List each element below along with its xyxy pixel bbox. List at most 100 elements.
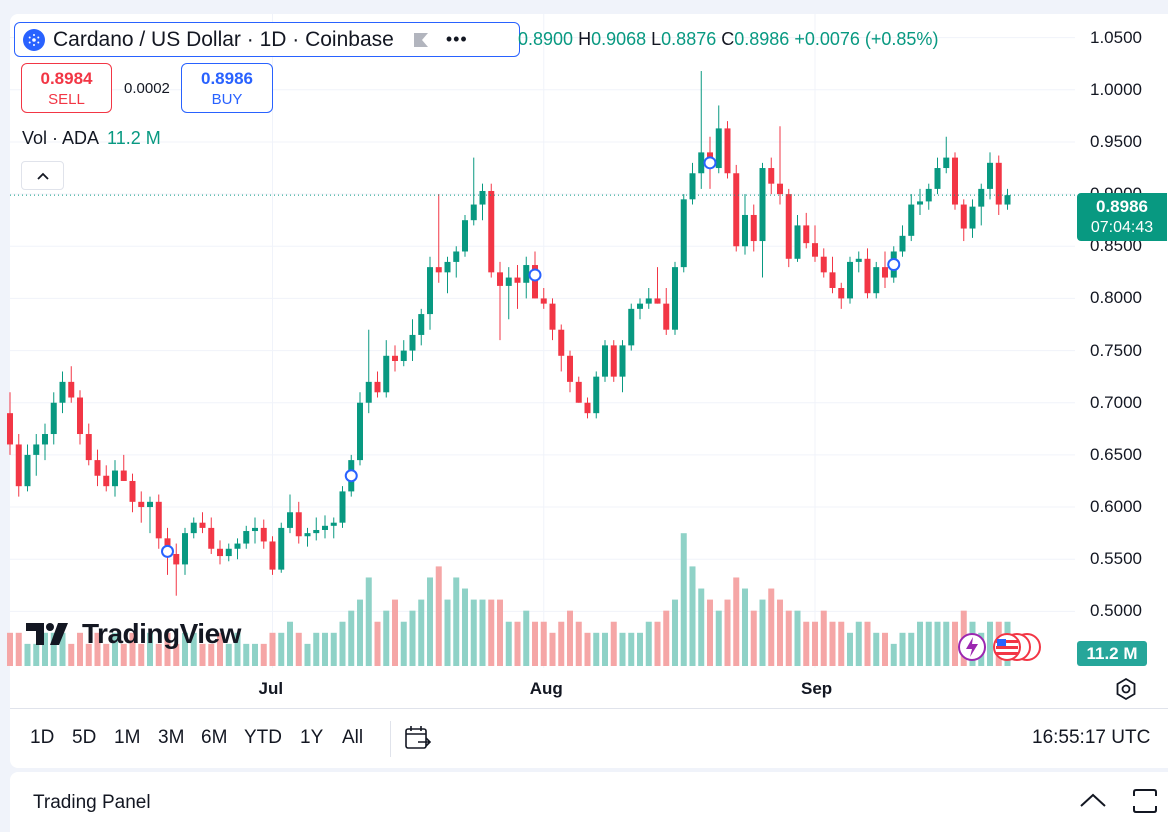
range-3m-button[interactable]: 3M bbox=[158, 727, 185, 748]
volume-bar bbox=[602, 632, 608, 666]
volume-bar bbox=[260, 643, 267, 666]
volume-bar bbox=[785, 610, 792, 666]
volume-bar bbox=[383, 610, 390, 666]
candle-body bbox=[812, 243, 818, 257]
volume-bar bbox=[558, 621, 565, 666]
ohlc-values: 0.8900 H0.9068 L0.8876 C0.8986 +0.0076 (… bbox=[518, 29, 938, 50]
candle-body bbox=[978, 188, 985, 207]
range-ytd-button[interactable]: YTD bbox=[244, 727, 282, 748]
volume-bar bbox=[295, 632, 302, 666]
price-tick-label: 0.6500 bbox=[1090, 444, 1142, 464]
candle-body bbox=[995, 162, 1002, 205]
more-options-icon[interactable]: ••• bbox=[445, 29, 468, 49]
price-tick-label: 0.7000 bbox=[1090, 392, 1142, 412]
candle-body bbox=[987, 162, 993, 189]
range-5d-button[interactable]: 5D bbox=[72, 727, 97, 748]
volume-bar bbox=[50, 632, 57, 666]
candle-body bbox=[602, 345, 608, 377]
price-tick-label: 0.8000 bbox=[1090, 288, 1142, 308]
trading-panel-title: Trading Panel bbox=[33, 792, 151, 813]
candle-body bbox=[33, 444, 40, 455]
us-flag-event-icon[interactable] bbox=[993, 633, 1041, 661]
volume-value: 11.2 M bbox=[107, 128, 161, 148]
price-chart[interactable] bbox=[0, 0, 1168, 708]
volume-bar bbox=[812, 621, 818, 666]
economic-events[interactable] bbox=[955, 630, 1055, 664]
candle-body bbox=[278, 527, 285, 570]
volume-bar bbox=[567, 610, 573, 666]
time-tick-label: Sep bbox=[801, 679, 833, 698]
candle-body bbox=[680, 199, 687, 268]
low-key: L bbox=[651, 29, 662, 49]
candle-body bbox=[925, 188, 932, 202]
volume-bar bbox=[663, 610, 670, 666]
event-marker[interactable] bbox=[703, 156, 717, 170]
event-marker[interactable] bbox=[344, 469, 358, 483]
trading-panel[interactable]: Trading Panel bbox=[10, 772, 1168, 832]
volume-bar bbox=[24, 643, 31, 666]
candle-body bbox=[444, 261, 451, 273]
volume-bar bbox=[427, 577, 433, 666]
volume-bar bbox=[348, 610, 355, 666]
range-1d-button[interactable]: 1D bbox=[30, 727, 55, 748]
event-marker[interactable] bbox=[161, 544, 174, 558]
candle-body bbox=[847, 261, 853, 299]
symbol-title[interactable]: Cardano / US Dollar · 1D · Coinbase bbox=[53, 27, 394, 51]
collapse-legend-button[interactable] bbox=[21, 161, 64, 190]
volume-bar bbox=[339, 621, 346, 666]
candle-body bbox=[400, 350, 407, 362]
volume-bar bbox=[838, 621, 845, 666]
utc-clock[interactable]: 16:55:17 UTC bbox=[1032, 727, 1151, 748]
event-marker[interactable] bbox=[887, 258, 901, 272]
candle-body bbox=[663, 303, 670, 330]
sell-button[interactable]: 0.8984 SELL bbox=[21, 63, 112, 113]
high-key: H bbox=[578, 29, 592, 49]
candle-body bbox=[260, 527, 267, 542]
event-marker[interactable] bbox=[528, 268, 542, 282]
volume-bar bbox=[505, 621, 512, 666]
candle-body bbox=[514, 277, 521, 283]
range-1y-button[interactable]: 1Y bbox=[300, 727, 324, 748]
lightning-event-icon[interactable] bbox=[958, 633, 986, 661]
volume-bar bbox=[952, 621, 958, 666]
low-value: 0.8876 bbox=[661, 29, 717, 49]
sell-price: 0.8984 bbox=[40, 69, 93, 88]
range-6m-button[interactable]: 6M bbox=[201, 727, 228, 748]
chart-settings-icon[interactable] bbox=[1113, 676, 1139, 702]
cardano-logo-icon bbox=[23, 28, 45, 51]
candle-body bbox=[77, 397, 83, 435]
volume-bar bbox=[733, 577, 740, 666]
volume-bar bbox=[908, 632, 915, 666]
market-closed-flag-icon[interactable] bbox=[412, 31, 430, 49]
last-price: 0.8986 bbox=[1096, 197, 1148, 216]
candle-body bbox=[94, 460, 101, 476]
candle-body bbox=[575, 381, 582, 403]
candle-body bbox=[497, 272, 503, 286]
volume-bar bbox=[94, 632, 101, 666]
volume-bar bbox=[715, 610, 722, 666]
symbol-legend[interactable]: Cardano / US Dollar · 1D · Coinbase ••• bbox=[14, 22, 520, 57]
volume-bar bbox=[488, 599, 495, 666]
volume-bar bbox=[680, 533, 687, 666]
last-price-label: 0.8986 07:04:43 bbox=[1077, 193, 1167, 241]
range-all-button[interactable]: All bbox=[342, 727, 364, 748]
chevron-up-icon[interactable] bbox=[1078, 786, 1108, 816]
candle-body bbox=[269, 541, 276, 570]
range-1m-button[interactable]: 1M bbox=[114, 727, 141, 748]
volume-bar bbox=[470, 599, 477, 666]
volume-bar bbox=[330, 632, 337, 666]
volume-legend[interactable]: Vol · ADA 11.2 M bbox=[22, 128, 161, 149]
volume-bar bbox=[7, 632, 13, 666]
volume-bar bbox=[103, 643, 110, 666]
maximize-panel-icon[interactable] bbox=[1130, 786, 1160, 816]
candle-body bbox=[952, 157, 958, 205]
candle-body bbox=[120, 470, 127, 481]
volume-bar bbox=[304, 643, 311, 666]
volume-bar bbox=[77, 632, 83, 666]
buy-button[interactable]: 0.8986 BUY bbox=[181, 63, 273, 113]
candle-body bbox=[488, 190, 495, 273]
tradingview-watermark[interactable]: TradingView bbox=[26, 618, 241, 650]
date-range-calendar-icon[interactable] bbox=[402, 723, 432, 753]
candle-body bbox=[960, 204, 967, 229]
